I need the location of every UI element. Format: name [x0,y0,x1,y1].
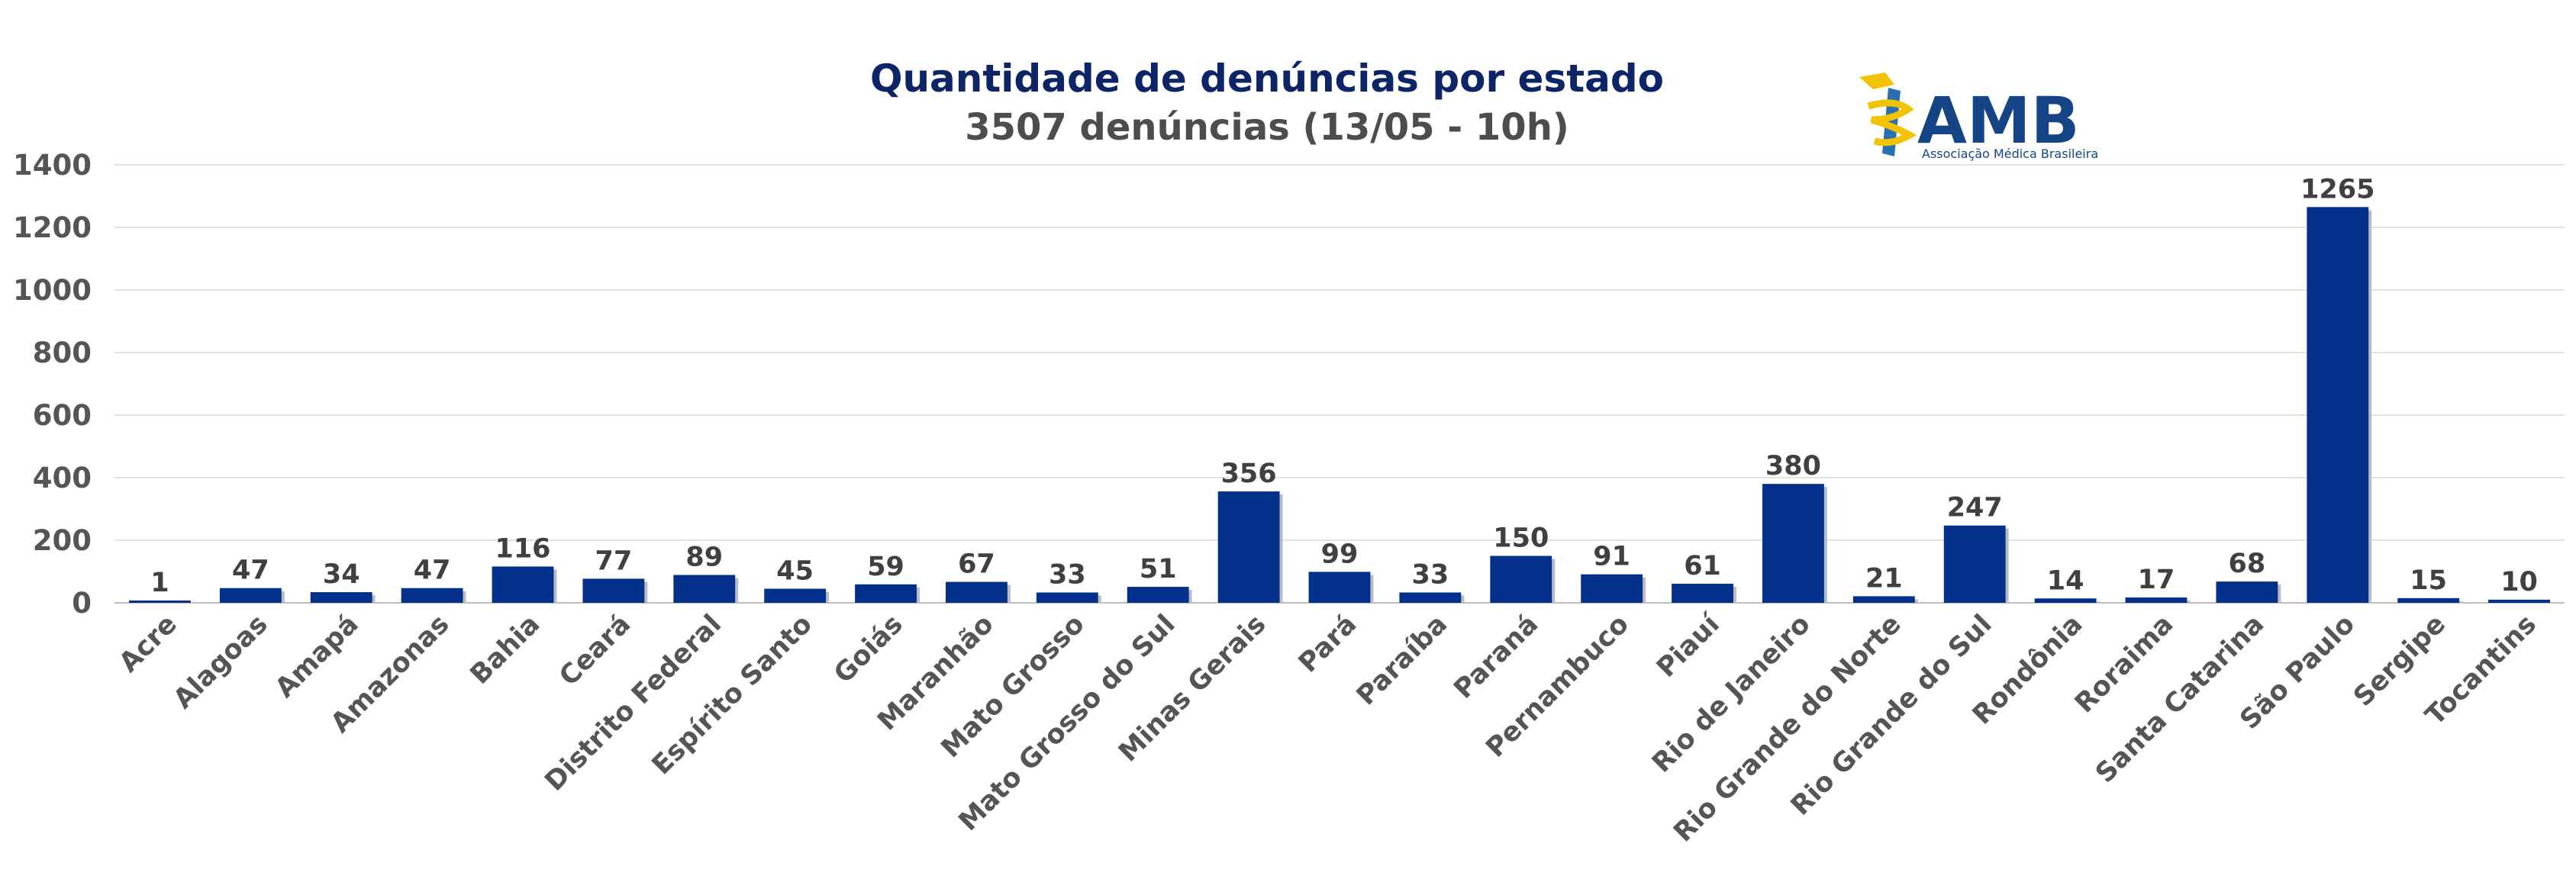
data-label: 47 [232,555,269,586]
x-tick-label: Espírito Santo [646,609,818,781]
data-label: 99 [1321,539,1359,569]
logo-name: AMB [1917,83,2080,158]
x-tick-label: Paraíba [1351,609,1453,711]
bar [1581,574,1643,603]
bar [2488,599,2550,603]
data-labels: 1 47 34 47 116 77 89 45 59 67 33 51 356 99 33 150 91 61 38… [150,174,2538,598]
logo-serpent-shape [1867,99,1917,147]
data-label: 116 [495,533,550,564]
y-tick-label: 1000 [13,274,92,307]
bar [1852,596,1915,603]
y-tick-label: 1400 [13,149,92,182]
x-tick-label: Alagoas [168,609,274,715]
bars [129,207,2553,604]
data-label: 34 [323,559,360,590]
x-tick-label: Amapá [269,609,364,704]
bar [219,588,282,603]
bar [2034,598,2097,603]
x-tick-label: Distrito Federal [540,609,728,797]
bar [1490,555,1552,603]
y-axis-ticks: 0 200 400 600 800 1000 1200 1400 [13,149,92,620]
data-label: 21 [1865,563,1903,594]
bar [492,566,554,603]
logo-flag-shape [1859,72,1894,89]
y-tick-label: 800 [33,337,92,369]
bar [401,588,463,603]
bar [1943,525,2006,603]
bar [946,581,1008,603]
bar [855,584,917,603]
data-label: 47 [414,555,451,586]
data-label: 356 [1221,459,1277,489]
y-tick-label: 400 [33,462,92,494]
data-label: 380 [1765,451,1821,481]
data-label: 15 [2410,565,2447,596]
bar [310,592,372,603]
x-tick-label: Acre [114,609,183,678]
bar [2307,207,2369,604]
bar [1399,592,1462,603]
data-label: 14 [2047,565,2084,596]
bar [1308,572,1371,603]
chart-subtitle: 3507 denúncias (13/05 - 10h) [965,106,1569,149]
data-label: 1 [150,568,169,598]
bar [673,575,736,603]
data-label: 150 [1493,523,1549,554]
data-label: 68 [2229,549,2266,579]
data-label: 91 [1593,542,1630,572]
chart-title: Quantidade de denúncias por estado [870,56,1664,101]
x-tick-label: Piauí [1651,608,1726,684]
data-label: 33 [1412,559,1449,590]
x-tick-label: Bahia [465,609,546,691]
bar [764,588,827,603]
x-tick-label: Ceará [553,609,637,692]
bar [2397,597,2460,603]
y-tick-label: 200 [33,524,92,557]
logo-subtitle: Associação Médica Brasileira [1922,147,2098,161]
bar [1127,587,1189,603]
bar [1036,592,1098,603]
x-tick-label: Santa Catarina [2090,609,2270,789]
data-label: 33 [1049,559,1086,590]
data-label: 61 [1684,551,1721,581]
y-tick-label: 1200 [13,211,92,244]
amb-logo: AMB Associação Médica Brasileira [1847,65,2107,164]
bar [582,578,645,603]
bar [1672,583,1733,603]
gridlines [114,164,2565,604]
bar [1762,484,1824,603]
bar [129,601,191,603]
data-label: 51 [1140,554,1177,584]
data-label: 45 [776,556,814,587]
data-label: 89 [685,543,723,573]
x-tick-label: Rio de Janeiro [1646,609,1817,779]
x-tick-label: Pará [1293,609,1362,678]
y-tick-label: 600 [33,399,92,432]
data-label: 247 [1947,493,2003,523]
data-label: 17 [2138,565,2175,595]
bar [1217,491,1280,603]
x-tick-label: Paraná [1448,609,1544,705]
data-label: 10 [2500,567,2538,597]
data-label: 67 [958,549,995,580]
x-tick-label: Goiás [828,609,909,690]
y-tick-label: 0 [72,587,92,620]
data-label: 59 [867,552,904,582]
data-label: 1265 [2300,174,2374,204]
bar [2216,581,2278,603]
data-label: 77 [595,546,633,576]
bar [2125,597,2188,603]
